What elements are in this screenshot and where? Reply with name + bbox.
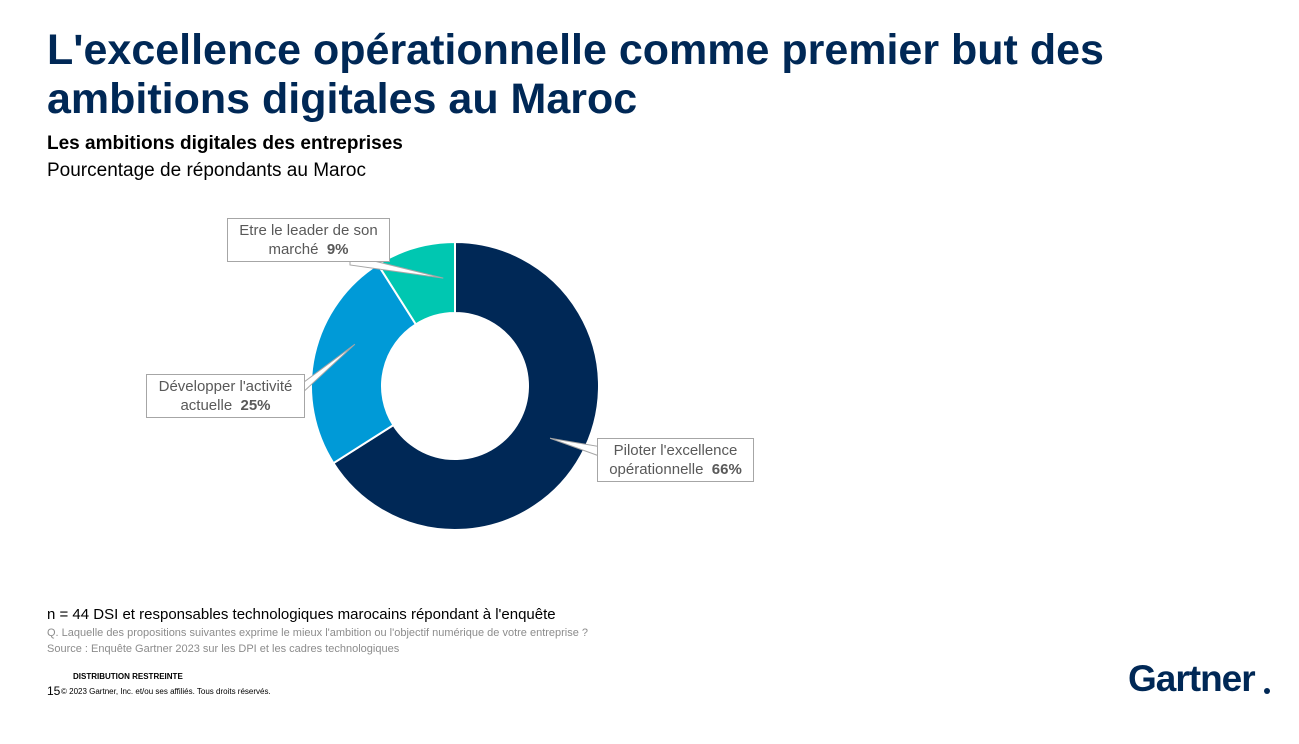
slice-value-label: 25% bbox=[240, 397, 271, 414]
sample-note: n = 44 DSI et responsables technologique… bbox=[47, 606, 556, 623]
slice-leader bbox=[376, 240, 456, 326]
slice-label-text: Développer l'activité bbox=[158, 378, 293, 395]
chart-title: Les ambitions digitales des entreprises bbox=[47, 133, 403, 154]
question-note: Q. Laquelle des propositions suivantes e… bbox=[47, 627, 589, 639]
slice-value-label: 66% bbox=[711, 461, 742, 478]
source-note: Source : Enquête Gartner 2023 sur les DP… bbox=[47, 643, 400, 655]
chart-subtitle: Pourcentage de répondants au Maroc bbox=[47, 160, 366, 181]
slice-label-text: opérationnelle bbox=[609, 461, 704, 478]
copyright: © 2023 Gartner, Inc. et/ou ses affiliés.… bbox=[61, 687, 271, 696]
slice-developper bbox=[310, 263, 418, 465]
slice-label-text: Etre le leader de son bbox=[239, 222, 378, 239]
slice-label-leader: Etre le leader de son marché 9% bbox=[227, 218, 390, 262]
slice-value-label: 9% bbox=[326, 241, 349, 258]
logo-dot bbox=[1264, 688, 1270, 694]
slice-label-text: actuelle bbox=[180, 397, 233, 414]
distribution-label: DISTRIBUTION RESTREINTE bbox=[73, 672, 183, 681]
page-number: 15 bbox=[47, 684, 61, 698]
slice-label-developper: Développer l'activité actuelle 25% bbox=[146, 374, 305, 418]
slice-label-piloter: Piloter l'excellence opérationnelle 66% bbox=[597, 438, 754, 482]
gartner-logo: Gartner bbox=[1128, 658, 1256, 699]
slice-label-text: marché bbox=[268, 241, 319, 258]
slice-piloter bbox=[332, 240, 600, 531]
slide-title: L'excellence opérationnelle comme premie… bbox=[47, 26, 1104, 123]
slice-label-text: Piloter l'excellence bbox=[613, 442, 738, 459]
